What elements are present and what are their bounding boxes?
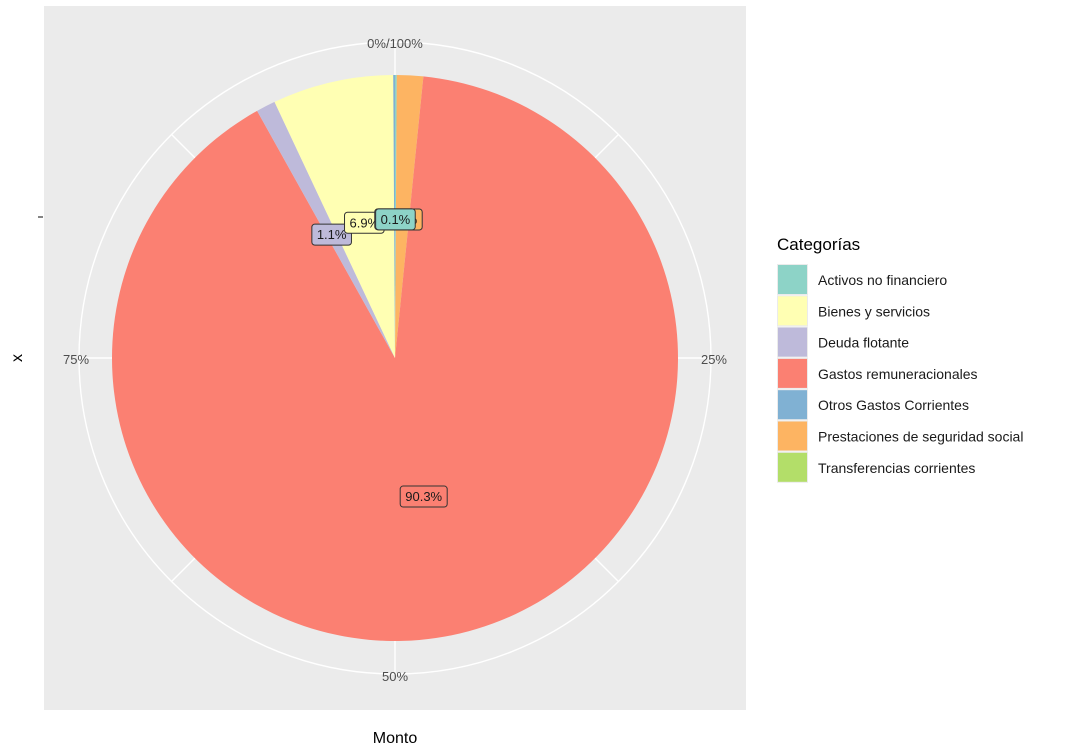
legend: Categorías Activos no financiero Bienes y… (777, 235, 1023, 483)
legend-item-activos-no-financiero: Activos no financiero (777, 264, 947, 295)
data-label-box (375, 208, 416, 231)
legend-key-swatch (778, 390, 807, 420)
legend-item-prestaciones-de-seguridad-social: Prestaciones de seguridad social (777, 420, 1023, 452)
data-label-text: 1.1% (317, 227, 347, 242)
legend-item-transferencias-corrientes: Transferencias corrientes (777, 451, 975, 483)
data-label-bienes-y-servicios: 6.9% (344, 211, 385, 234)
data-label-gastos-remuneracionales: 90.3% (399, 485, 448, 508)
data-label-text: 6.9% (350, 215, 380, 230)
legend-key-swatch (778, 265, 807, 294)
slice-bienes-y-servicios (274, 75, 395, 358)
angle-tick-labels: 0%/100% 25% 50% 75% (63, 36, 727, 684)
slice-gastos-remuneracionales (111, 76, 678, 642)
angle-tick-label: 50% (382, 669, 408, 684)
legend-item-otros-gastos-corrientes: Otros Gastos Corrientes (777, 389, 969, 421)
data-label-deuda-flotante: 1.1% (311, 223, 352, 246)
label-layer: 90.3%1.1%6.9%0.1%1.5%0.1% (311, 208, 448, 508)
legend-key-swatch (778, 358, 807, 388)
legend-key-swatch (778, 421, 807, 451)
slice-layer (111, 75, 678, 642)
legend-key-swatch (778, 296, 807, 326)
legend-label: Otros Gastos Corrientes (818, 397, 969, 413)
legend-items: Activos no financiero Bienes y servicios D… (777, 264, 1023, 483)
legend-title: Categorías (777, 235, 860, 254)
data-label-text: 90.3% (405, 489, 442, 504)
angle-tick-label: 0%/100% (367, 36, 423, 51)
legend-label: Activos no financiero (818, 272, 947, 288)
legend-item-gastos-remuneracionales: Gastos remuneracionales (777, 357, 978, 389)
x-axis-title: Monto (373, 730, 418, 746)
legend-label: Bienes y servicios (818, 303, 930, 319)
legend-label: Gastos remuneracionales (818, 366, 978, 382)
legend-item-deuda-flotante: Deuda flotante (777, 326, 909, 358)
legend-label: Deuda flotante (818, 335, 909, 351)
data-label-box (399, 485, 448, 508)
data-label-activos-no-financiero: 0.1% (375, 208, 416, 231)
legend-label: Prestaciones de seguridad social (818, 429, 1023, 445)
legend-item-bienes-y-servicios: Bienes y servicios (777, 295, 930, 327)
legend-key-swatch (778, 327, 807, 357)
legend-label: Transferencias corrientes (818, 460, 975, 476)
angle-tick-label: 75% (63, 352, 89, 367)
data-label-box (311, 223, 352, 246)
y-axis-title: x (9, 354, 26, 362)
data-label-text: 0.1% (381, 212, 411, 227)
legend-key-swatch (778, 452, 807, 482)
angle-tick-label: 25% (701, 352, 727, 367)
